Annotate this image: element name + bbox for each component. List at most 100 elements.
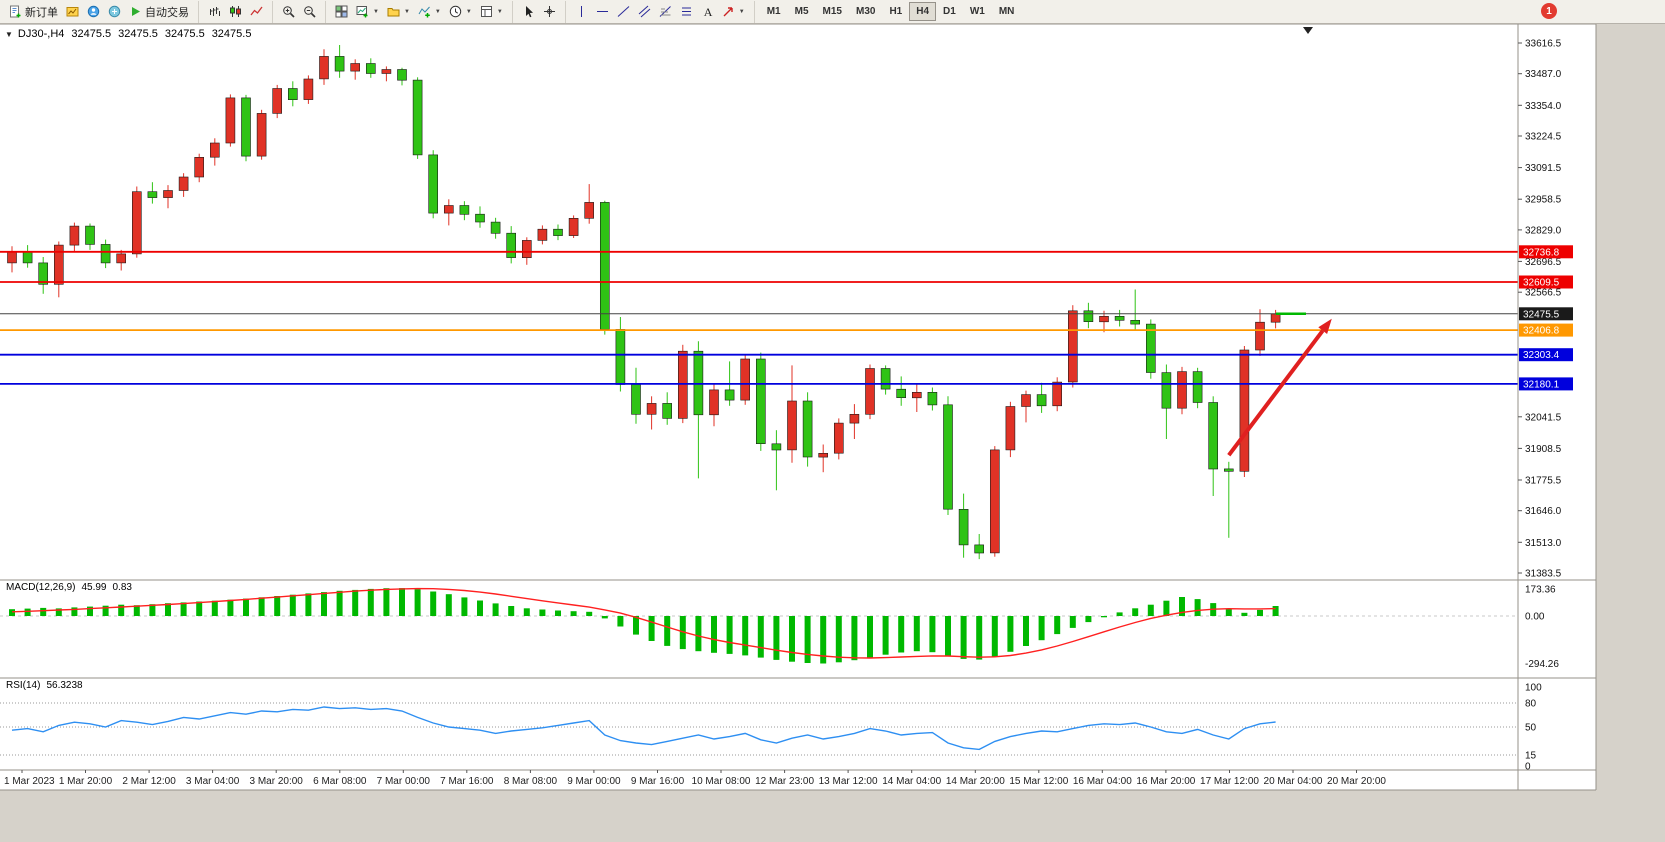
svg-text:2 Mar 12:00: 2 Mar 12:00 <box>122 776 176 787</box>
svg-text:9 Mar 00:00: 9 Mar 00:00 <box>567 776 621 787</box>
profiles-icon <box>387 5 400 18</box>
toolbar-group: ▼ ▼ ▼ ▼ ▼ <box>325 0 510 23</box>
svg-text:15: 15 <box>1525 751 1537 762</box>
play-icon <box>129 5 142 18</box>
svg-text:7 Mar 16:00: 7 Mar 16:00 <box>440 776 494 787</box>
zoom-in-icon <box>282 5 295 18</box>
candles-chart-button[interactable] <box>225 2 246 21</box>
arrows-icon <box>722 5 735 18</box>
new-order-button[interactable]: 新订单 <box>5 2 62 21</box>
zoom-in-button[interactable] <box>278 2 299 21</box>
profiles-button[interactable]: ▼ <box>383 2 414 21</box>
svg-text:80: 80 <box>1525 699 1537 710</box>
doc-icon <box>9 5 22 18</box>
svg-text:1 Mar 2023: 1 Mar 2023 <box>4 776 55 787</box>
rsi-value: 56.3238 <box>46 680 83 691</box>
new-chart-icon <box>356 5 369 18</box>
svg-text:15 Mar 12:00: 15 Mar 12:00 <box>1009 776 1068 787</box>
timeframe-m15-button[interactable]: M15 <box>822 6 842 17</box>
svg-text:173.36: 173.36 <box>1525 585 1556 596</box>
svg-text:12 Mar 23:00: 12 Mar 23:00 <box>755 776 814 787</box>
autotrading-button[interactable]: 自动交易 <box>125 2 193 21</box>
macd-label: MACD(12,26,9) 45.99 0.83 <box>6 582 138 593</box>
toolbar-group <box>272 0 323 23</box>
rsi-label: RSI(14) 56.3238 <box>6 680 89 691</box>
lines-button[interactable] <box>676 2 697 21</box>
svg-text:1 Mar 20:00: 1 Mar 20:00 <box>59 776 113 787</box>
svg-text:3 Mar 04:00: 3 Mar 04:00 <box>186 776 240 787</box>
svg-text:6 Mar 08:00: 6 Mar 08:00 <box>313 776 367 787</box>
candles-chart-icon <box>229 5 242 18</box>
svg-text:13 Mar 12:00: 13 Mar 12:00 <box>819 776 878 787</box>
text-icon: A <box>701 5 714 19</box>
svg-text:32180.1: 32180.1 <box>1523 379 1560 390</box>
arrows-button[interactable]: ▼ <box>718 2 749 21</box>
timeframe-m1-button[interactable]: M1 <box>766 6 781 17</box>
timeframe-m5-button[interactable]: M5 <box>794 6 809 17</box>
timeframe-h1-button[interactable]: H1 <box>889 6 903 17</box>
main-toolbar: 新订单 自动交易 ▼ ▼ ▼ ▼ ▼ A ▼ M1 M5 M15 M30 H1 H4 D1 W1 MN <box>0 0 1665 24</box>
navigator-button[interactable] <box>83 2 104 21</box>
market-watch-icon <box>66 5 79 18</box>
timeframe-mn-button[interactable]: MN <box>998 6 1015 17</box>
svg-text:14 Mar 20:00: 14 Mar 20:00 <box>946 776 1005 787</box>
vline-button[interactable] <box>571 2 592 21</box>
toolbar-group <box>198 0 270 23</box>
bars-chart-button[interactable] <box>204 2 225 21</box>
svg-text:9 Mar 16:00: 9 Mar 16:00 <box>631 776 685 787</box>
chevron-down-icon[interactable]: ▼ <box>5 29 13 39</box>
zoom-out-icon <box>303 5 316 18</box>
line-chart-button[interactable] <box>246 2 267 21</box>
notification-badge[interactable]: 1 <box>1541 3 1557 19</box>
chart-title-bar: ▼ DJ30-,H4 32475.5 32475.5 32475.5 32475… <box>5 28 251 40</box>
timeframe-w1-button[interactable]: W1 <box>969 6 985 17</box>
chevron-down-icon: ▼ <box>373 8 379 15</box>
channel-icon <box>638 5 651 18</box>
chart-shift-marker[interactable] <box>1303 27 1313 34</box>
svg-text:10 Mar 08:00: 10 Mar 08:00 <box>692 776 751 787</box>
svg-text:50: 50 <box>1525 723 1537 734</box>
vline-icon <box>575 5 588 18</box>
zoom-out-button[interactable] <box>299 2 320 21</box>
cursor-button[interactable] <box>518 2 539 21</box>
svg-text:32736.8: 32736.8 <box>1523 247 1560 258</box>
templates-icon <box>480 5 493 18</box>
fibonacci-button[interactable] <box>655 2 676 21</box>
tile-windows-button[interactable] <box>331 2 352 21</box>
svg-text:32041.5: 32041.5 <box>1525 412 1562 423</box>
current-price-label <box>1519 307 1573 321</box>
crosshair-button[interactable] <box>539 2 560 21</box>
svg-text:20 Mar 04:00: 20 Mar 04:00 <box>1264 776 1323 787</box>
channel-button[interactable] <box>634 2 655 21</box>
svg-text:31908.5: 31908.5 <box>1525 444 1562 455</box>
terminal-button[interactable] <box>104 2 125 21</box>
trend-arrow-annotation[interactable] <box>1227 318 1332 457</box>
svg-text:31383.5: 31383.5 <box>1525 569 1562 580</box>
price-axis: 33616.5 33487.0 33354.0 33224.5 33091.5 32958… <box>1518 39 1573 773</box>
hline-button[interactable] <box>592 2 613 21</box>
svg-text:32406.8: 32406.8 <box>1523 326 1560 337</box>
market-watch-button[interactable] <box>62 2 83 21</box>
new-chart-button[interactable]: ▼ <box>352 2 383 21</box>
crosshair-icon <box>543 5 556 18</box>
trendline-button[interactable] <box>613 2 634 21</box>
periods-button[interactable]: ▼ <box>445 2 476 21</box>
macd-signal-line <box>11 587 1276 659</box>
timeframe-h4-button[interactable]: H4 <box>909 2 937 21</box>
indicators-button[interactable]: ▼ <box>414 2 445 21</box>
svg-text:32303.4: 32303.4 <box>1523 350 1560 361</box>
line-chart-icon <box>250 5 263 18</box>
svg-text:A: A <box>703 5 712 18</box>
svg-text:32609.5: 32609.5 <box>1523 278 1560 289</box>
text-button[interactable]: A <box>697 2 718 21</box>
svg-text:100: 100 <box>1525 683 1542 694</box>
timeframe-m30-button[interactable]: M30 <box>855 6 876 17</box>
terminal-icon <box>108 5 121 18</box>
timeframe-d1-button[interactable]: D1 <box>943 6 956 17</box>
toolbar-group <box>511 0 563 23</box>
templates-button[interactable]: ▼ <box>476 2 507 21</box>
macd-name: MACD(12,26,9) <box>6 582 76 593</box>
quote-close: 32475.5 <box>211 28 252 40</box>
